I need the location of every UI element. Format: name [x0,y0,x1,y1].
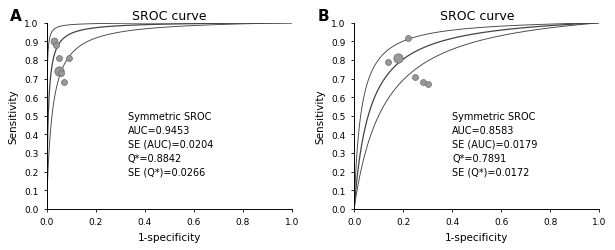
Text: Symmetric SROC
AUC=0.9453
SE (AUC)=0.0204
Q*=0.8842
SE (Q*)=0.0266: Symmetric SROC AUC=0.9453 SE (AUC)=0.020… [127,111,213,177]
Point [57,72,66,76]
Point [54,57,64,61]
Title: SROC curve: SROC curve [440,10,514,22]
Y-axis label: Sensitivity: Sensitivity [316,89,326,144]
Point [418,81,427,85]
Point [403,36,413,40]
Title: SROC curve: SROC curve [132,10,207,22]
Text: A: A [10,9,22,24]
Point [411,76,421,80]
X-axis label: 1-specificity: 1-specificity [138,232,201,242]
Text: Symmetric SROC
AUC=0.8583
SE (AUC)=0.0179
Q*=0.7891
SE (Q*)=0.0172: Symmetric SROC AUC=0.8583 SE (AUC)=0.017… [452,111,538,177]
Point [52,44,62,48]
Point [394,57,403,61]
Point [54,70,64,74]
Text: B: B [317,9,329,24]
Point [49,40,59,44]
Point [59,81,69,85]
Point [423,83,432,87]
Point [64,57,74,61]
X-axis label: 1-specificity: 1-specificity [445,232,509,242]
Point [384,60,394,64]
Y-axis label: Sensitivity: Sensitivity [9,89,18,144]
